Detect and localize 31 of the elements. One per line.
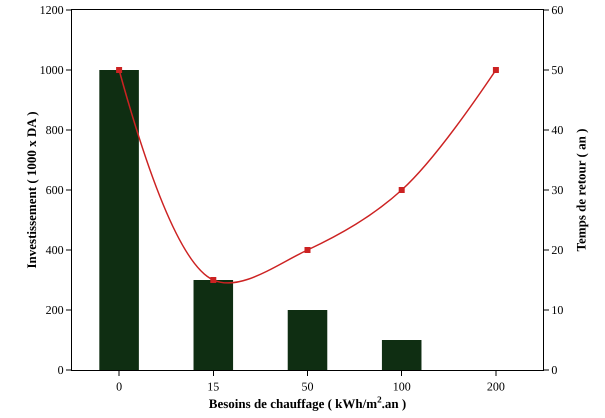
y-tick-label: 1000 — [40, 63, 64, 78]
y2-axis-title: Temps de retour ( an ) — [574, 128, 588, 252]
x-tick-label: 0 — [116, 379, 122, 394]
y2-tick-label: 20 — [551, 243, 564, 258]
y2-tick-label: 30 — [551, 183, 564, 198]
y2-tick-label: 0 — [551, 363, 558, 378]
y2-tick-label: 10 — [551, 303, 564, 318]
bar — [99, 70, 139, 370]
y2-tick-label: 40 — [551, 123, 564, 138]
point — [492, 67, 499, 73]
x-tick-label: 100 — [392, 379, 411, 394]
x-tick-label: 50 — [302, 379, 314, 394]
bar — [382, 340, 422, 370]
y-tick-label: 400 — [46, 243, 64, 258]
y-axis-title: Investissement ( 1000 x DA ) — [24, 111, 39, 269]
x-axis-title: Besoins de chauffage ( kWh/m$^{2}$.an ) — [208, 394, 406, 411]
bar — [194, 280, 234, 370]
point — [210, 277, 216, 283]
x-tick-label: 200 — [486, 379, 505, 394]
x-tick-label: 15 — [207, 379, 220, 394]
point — [398, 187, 405, 193]
y-tick-label: 1200 — [40, 3, 64, 18]
bar — [288, 310, 328, 370]
y2-tick-label: 50 — [551, 63, 564, 78]
y-tick-label: 200 — [46, 303, 64, 318]
y-tick-label: 0 — [58, 363, 64, 378]
y-tick-label: 600 — [46, 183, 64, 198]
point — [116, 67, 122, 73]
y-tick-label: 800 — [46, 123, 64, 138]
point — [304, 247, 310, 253]
y2-tick-label: 60 — [551, 3, 564, 18]
